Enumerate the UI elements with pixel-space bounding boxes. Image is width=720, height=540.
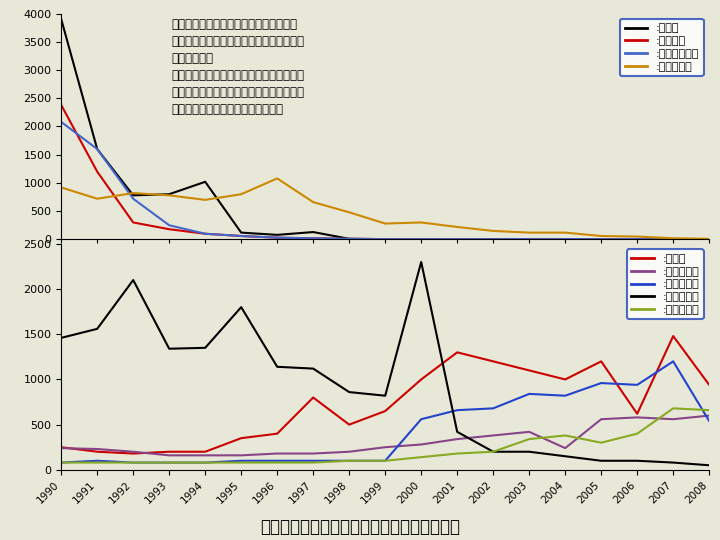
Legend: :ロシア, :リトアニア, :ウクライナ, :ポーランド, :ルーマニア: :ロシア, :リトアニア, :ウクライナ, :ポーランド, :ルーマニア (627, 249, 703, 320)
Legend: :ドイツ, :フランス, :オーストリア, :ハンガリー: :ドイツ, :フランス, :オーストリア, :ハンガリー (620, 19, 703, 76)
Text: 欧州におけるキツネの狂犬病確認頭数の推移: 欧州におけるキツネの狂犬病確認頭数の推移 (260, 518, 460, 536)
Text: ドイツやフランスでワクチン饵が奏功し
たが平坦な地形が有利に働いたとも考えら
れるが・・・
　同じく平坦な地形であっても制御できて
いない国も多い。大量のワクチ: ドイツやフランスでワクチン饵が奏功し たが平坦な地形が有利に働いたとも考えら れ… (171, 18, 305, 116)
